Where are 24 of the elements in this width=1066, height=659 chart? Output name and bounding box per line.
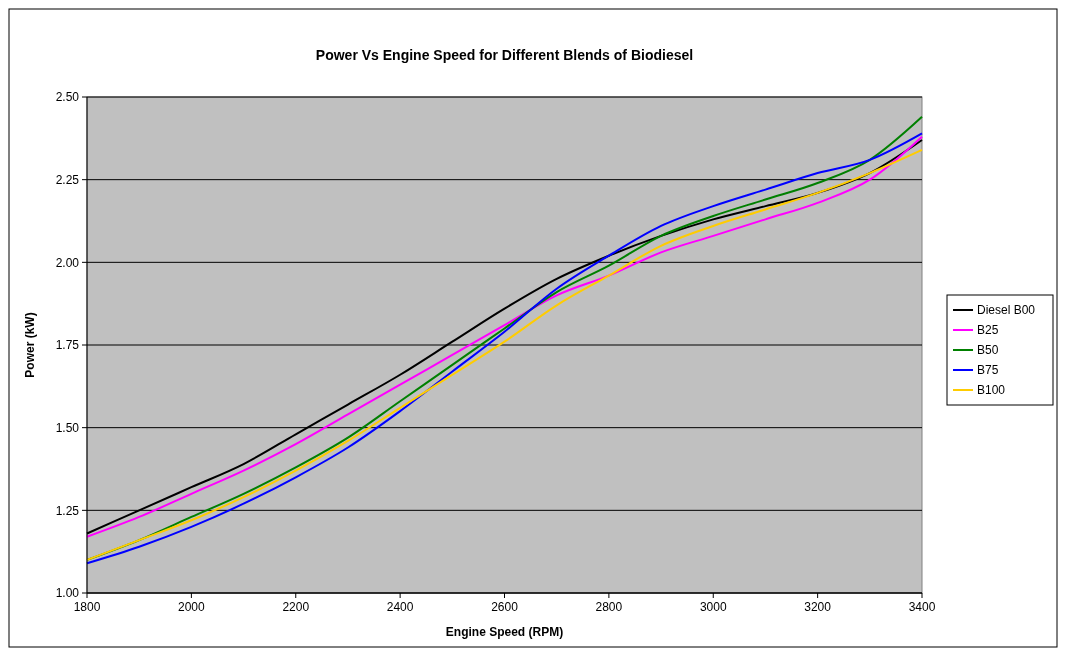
x-tick-label: 2600 bbox=[491, 600, 519, 614]
chart-title: Power Vs Engine Speed for Different Blends of Biodiesel bbox=[315, 47, 694, 63]
x-axis-title: Engine Speed (RPM) bbox=[445, 625, 564, 639]
y-tick-label: 2.50 bbox=[55, 90, 80, 105]
x-tick-label: 3000 bbox=[699, 600, 727, 614]
x-tick-label: 3200 bbox=[804, 600, 832, 614]
legend-label: B25 bbox=[977, 323, 999, 338]
y-tick-label: 1.25 bbox=[55, 503, 80, 518]
y-tick-label: 2.00 bbox=[55, 255, 80, 270]
y-axis-title: Power (kW) bbox=[23, 312, 37, 378]
x-tick-label: 3400 bbox=[908, 600, 936, 614]
y-tick-label: 1.75 bbox=[55, 338, 80, 353]
legend-label: Diesel B00 bbox=[977, 303, 1036, 318]
x-tick-label: 2200 bbox=[282, 600, 310, 614]
legend-label: B100 bbox=[977, 383, 1006, 398]
y-tick-label: 1.00 bbox=[55, 586, 80, 601]
legend-label: B50 bbox=[977, 343, 999, 358]
x-tick-label: 2400 bbox=[386, 600, 414, 614]
x-tick-label: 2000 bbox=[178, 600, 206, 614]
x-tick-label: 2800 bbox=[595, 600, 623, 614]
y-tick-label: 2.25 bbox=[55, 172, 80, 187]
x-tick-label: 1800 bbox=[73, 600, 101, 614]
legend-label: B75 bbox=[977, 363, 999, 378]
y-tick-label: 1.50 bbox=[55, 420, 80, 435]
